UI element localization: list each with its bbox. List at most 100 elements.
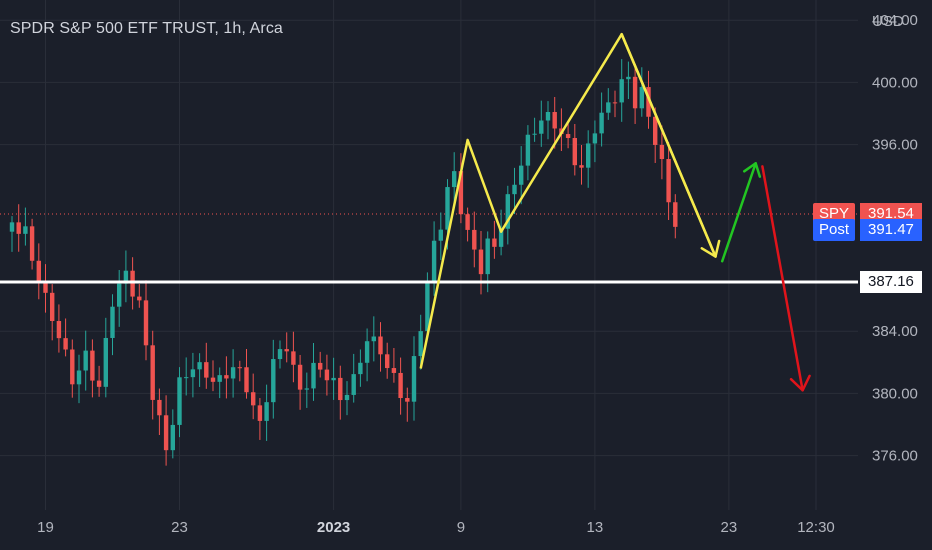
- arrows[interactable]: [620, 32, 811, 392]
- candle-body: [150, 345, 155, 400]
- candle-body: [331, 377, 336, 381]
- candle-body: [411, 356, 417, 402]
- candle-body: [83, 350, 88, 371]
- currency-label: USD: [872, 13, 904, 30]
- candle-body: [385, 354, 390, 369]
- candle-body: [472, 229, 477, 250]
- y-tick-label: 376.00: [872, 448, 918, 465]
- candle-body: [626, 76, 631, 80]
- x-tick-label: 13: [587, 519, 604, 536]
- candle-body: [465, 214, 470, 230]
- candle-body: [304, 388, 309, 390]
- candle-body: [498, 228, 504, 247]
- candle-body: [70, 349, 75, 385]
- candle-body: [398, 372, 403, 399]
- pattern-line[interactable]: [419, 32, 717, 369]
- candle-body: [519, 165, 524, 185]
- candle-body: [284, 349, 289, 352]
- candle-body: [338, 377, 343, 401]
- candle-body: [358, 362, 363, 375]
- candle-body: [9, 222, 15, 232]
- candle-body: [217, 375, 222, 382]
- candle-body: [197, 362, 202, 370]
- y-tick-label: 396.00: [872, 137, 918, 154]
- candle-body: [572, 138, 577, 166]
- candles: [9, 59, 678, 466]
- y-tick-label: 400.00: [872, 74, 918, 91]
- x-tick-label: 19: [37, 519, 54, 536]
- candle-body: [586, 143, 591, 168]
- candle-body: [23, 226, 28, 234]
- candle-body: [579, 165, 584, 168]
- candle-body: [230, 367, 236, 379]
- candle-body: [539, 120, 544, 134]
- x-tick-label: 12:30: [797, 519, 835, 536]
- post-price-label: Post: [813, 218, 855, 241]
- candle-body: [123, 270, 129, 284]
- candle-body: [364, 341, 370, 363]
- candle-body: [184, 377, 189, 379]
- candle-body: [344, 394, 350, 401]
- candle-body: [612, 102, 618, 104]
- candle-body: [117, 283, 122, 307]
- x-tick-label: 9: [457, 519, 465, 536]
- candle-body: [418, 331, 423, 357]
- candle-body: [646, 87, 651, 117]
- chart-title: SPDR S&P 500 ETF TRUST, 1h, Arca: [10, 20, 283, 37]
- candle-body: [257, 405, 263, 421]
- candle-body: [405, 398, 410, 402]
- candle-body: [619, 79, 624, 103]
- candle-body: [425, 281, 430, 332]
- candle-body: [130, 270, 135, 297]
- candle-body: [271, 359, 276, 403]
- candle-body: [103, 337, 108, 387]
- arrow-down-red[interactable]: [761, 165, 811, 392]
- x-tick-label: 23: [721, 519, 738, 536]
- candle-body: [170, 424, 175, 451]
- candle-body: [632, 76, 638, 109]
- y-tick-label: 384.00: [872, 323, 918, 340]
- candle-body: [251, 392, 256, 406]
- candle-body: [16, 222, 21, 234]
- candle-body: [452, 171, 457, 188]
- axis-labels: 404.00 400.00 396.00 384.00 380.00 376.00 19 23…: [37, 12, 918, 536]
- arrow-up-green[interactable]: [720, 162, 762, 263]
- candle-body: [599, 112, 604, 134]
- candle-body: [297, 364, 303, 390]
- candle-body: [592, 133, 598, 144]
- candle-body: [318, 362, 323, 370]
- candle-body: [351, 374, 356, 395]
- candle-body: [565, 134, 571, 139]
- candle-body: [653, 116, 658, 145]
- candle-body: [458, 171, 464, 215]
- candle-body: [76, 370, 82, 385]
- x-tick-label: 2023: [317, 519, 350, 536]
- candle-body: [532, 133, 537, 135]
- candle-body: [190, 369, 196, 378]
- candle-body: [177, 377, 182, 425]
- candle-body: [163, 415, 169, 451]
- pattern-arrowhead[interactable]: [620, 32, 721, 258]
- candle-body: [673, 202, 678, 227]
- candle-body: [137, 296, 142, 301]
- post-price-value: 391.47: [860, 218, 922, 241]
- candle-body: [445, 187, 450, 230]
- candle-body: [50, 292, 55, 322]
- candle-body: [291, 351, 296, 365]
- candle-body: [659, 144, 665, 160]
- candle-body: [478, 249, 484, 275]
- candle-body: [210, 377, 216, 382]
- y-tick-label: 380.00: [872, 385, 918, 402]
- candle-body: [552, 112, 557, 129]
- candle-body: [606, 102, 611, 113]
- candle-body: [485, 238, 490, 275]
- candle-body: [204, 362, 209, 378]
- candle-body: [324, 369, 330, 381]
- candle-body: [277, 349, 283, 360]
- candle-body: [43, 283, 48, 293]
- candle-body: [36, 260, 41, 284]
- grid-lines: [0, 0, 858, 510]
- candle-body: [512, 184, 517, 195]
